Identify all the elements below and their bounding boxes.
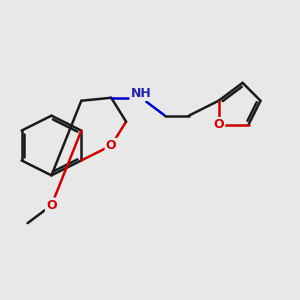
Text: NH: NH — [131, 87, 152, 100]
Text: O: O — [46, 199, 57, 212]
Text: O: O — [213, 118, 224, 131]
Text: O: O — [106, 139, 116, 152]
